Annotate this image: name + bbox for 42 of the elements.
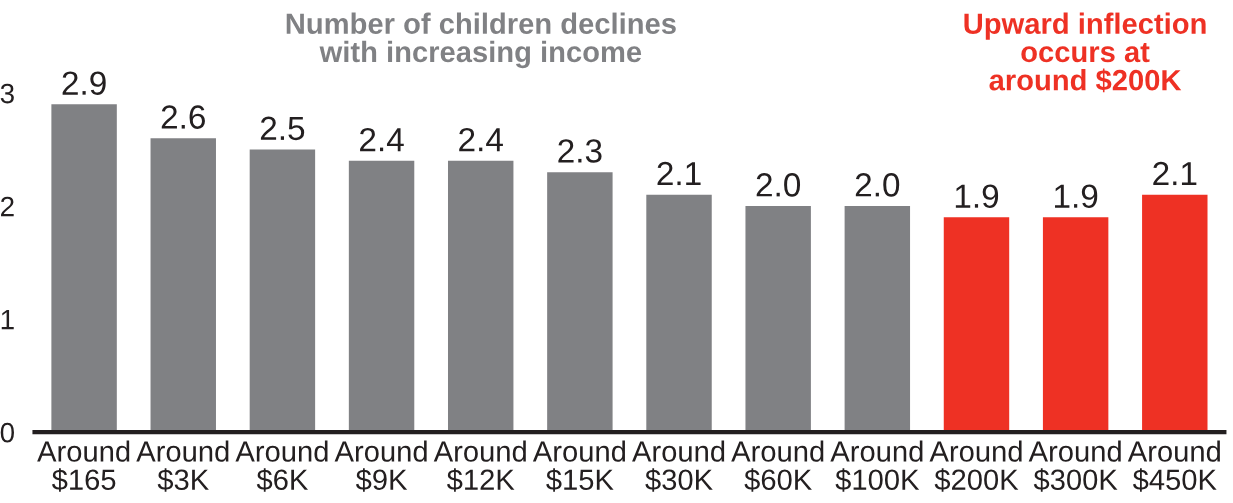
- y-tick-label: 3: [0, 83, 14, 104]
- data-label: 2.9: [62, 71, 106, 95]
- y-tick-label: 1: [1, 310, 14, 330]
- data-label: 1.9: [1055, 184, 1098, 208]
- x-tick-label: Around $100K: [830, 440, 923, 492]
- data-label: 2.5: [260, 116, 305, 141]
- data-label: 2.6: [161, 105, 205, 129]
- bar: [844, 206, 911, 433]
- bar: [150, 138, 216, 433]
- bar: [646, 194, 712, 433]
- bar: [448, 160, 514, 433]
- x-tick-label: Around $300K: [1028, 440, 1121, 492]
- bar: [1042, 217, 1109, 433]
- data-label: 2.3: [558, 139, 602, 163]
- text: Upward inflection occurs at around $200K: [964, 12, 1206, 93]
- x-tick-label: Around $12K: [433, 440, 526, 492]
- x-tick-label: Around $60K: [731, 440, 824, 492]
- data-label: 2.4: [360, 127, 404, 152]
- x-tick-label: Around $6K: [235, 440, 328, 492]
- x-tick-label: Around $200K: [929, 440, 1022, 492]
- data-label: 2.4: [459, 127, 503, 152]
- bar: [51, 104, 117, 433]
- x-tick-label: Around $3K: [136, 440, 229, 492]
- text: Number of children declines with increasing income: [286, 12, 676, 69]
- x-tick-label: Around $165: [37, 440, 130, 492]
- y-tick-label: 2: [1, 196, 14, 217]
- bar: [348, 160, 415, 433]
- data-label: 1.9: [955, 184, 999, 208]
- x-tick-label: Around $15K: [532, 440, 626, 492]
- data-label: 2.0: [756, 173, 801, 197]
- bar: [745, 206, 811, 433]
- bar: [249, 149, 316, 433]
- data-label: 2.1: [1153, 161, 1197, 186]
- y-tick-label: 0: [0, 422, 14, 443]
- bar: [547, 172, 613, 433]
- bar: [1142, 194, 1208, 433]
- data-label: 2.0: [855, 173, 900, 197]
- x-tick-label: Around $9K: [334, 440, 427, 492]
- bar: [943, 217, 1010, 433]
- data-label: 2.1: [657, 161, 701, 186]
- x-tick-label: Around $30K: [632, 440, 725, 492]
- x-tick-label: Around $450K: [1127, 440, 1220, 492]
